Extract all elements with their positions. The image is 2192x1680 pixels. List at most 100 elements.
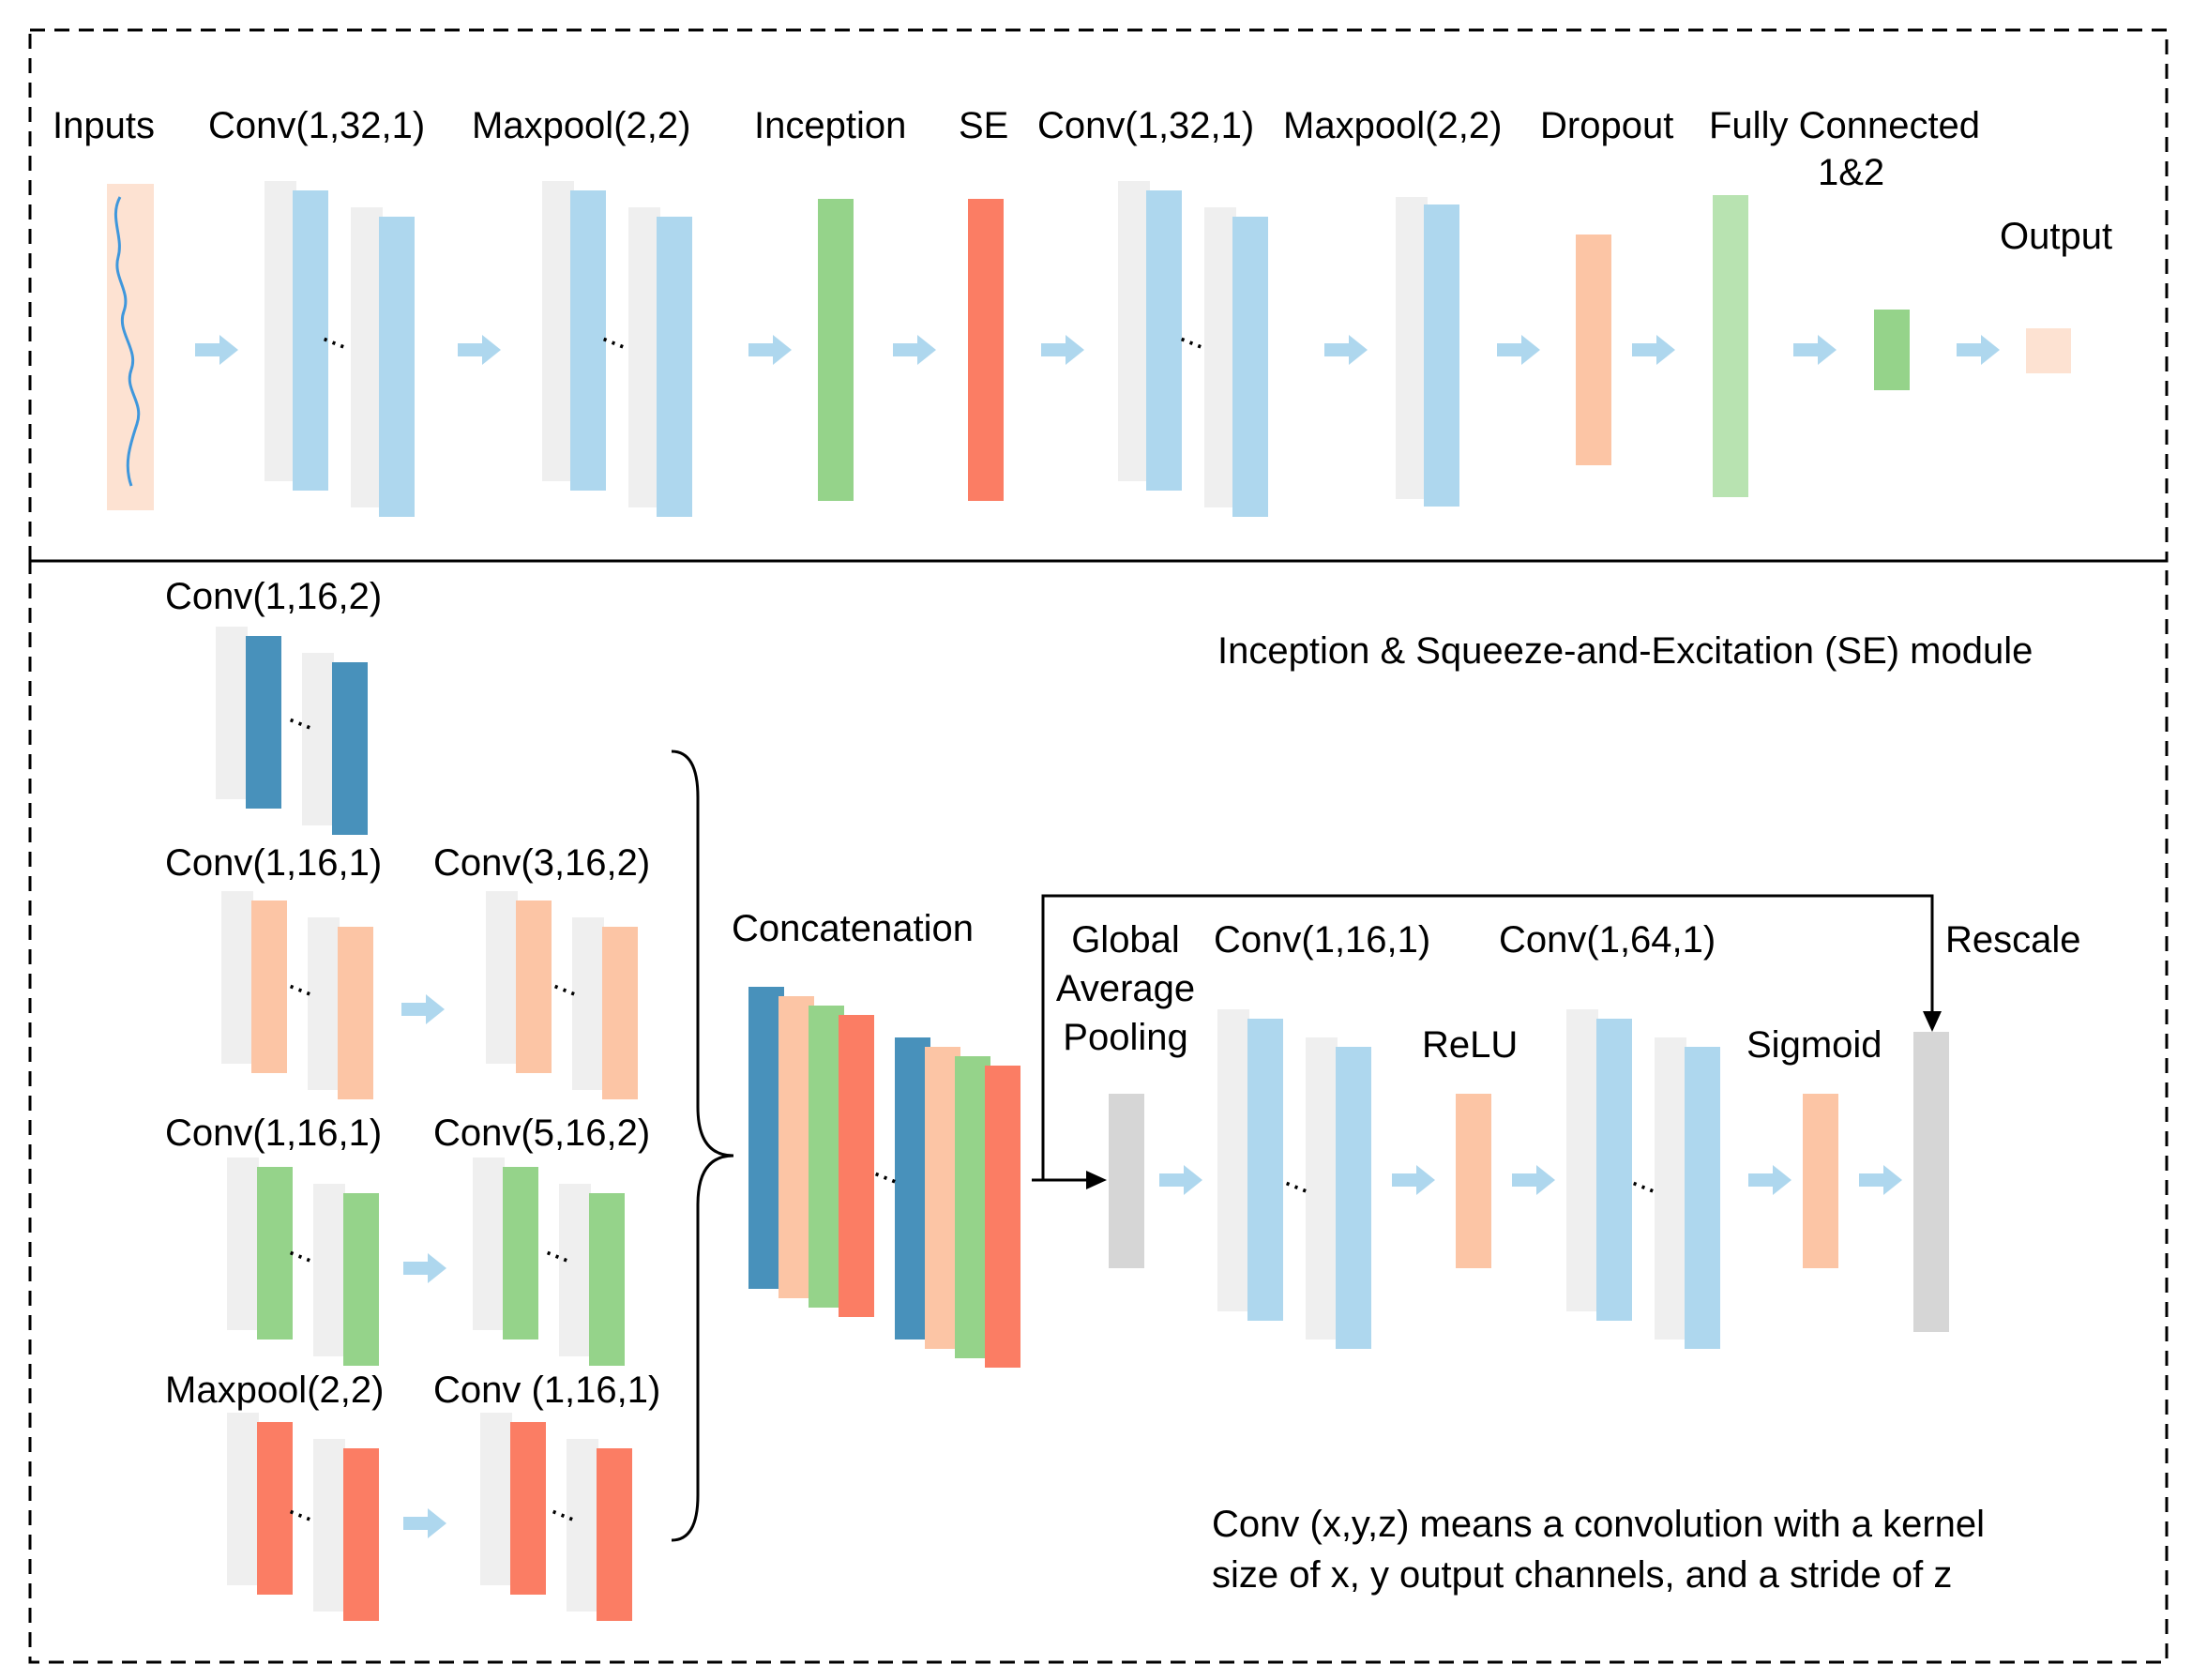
- maxpool1-ghost-2: [628, 207, 660, 507]
- branch2a-block-1: [251, 901, 287, 1073]
- label-inputs: Inputs: [53, 105, 155, 146]
- legend-note-line2: size of x, y output channels, and a stri…: [1212, 1554, 1953, 1596]
- maxpool2-ghost: [1396, 197, 1428, 499]
- se-conv1-block-2: [1336, 1047, 1371, 1349]
- inception-block: [818, 199, 854, 501]
- arrow-top-3: [748, 335, 792, 365]
- branch4b-ghost-1: [480, 1413, 512, 1585]
- branch2b-block-1: [516, 901, 552, 1073]
- label-relu: ReLU: [1422, 1024, 1519, 1066]
- branch4b-ghost-2: [567, 1439, 598, 1612]
- conv1-block-1: [293, 190, 328, 491]
- fc-output-block: [1874, 310, 1910, 390]
- concat-group1-block-4: [839, 1015, 874, 1317]
- arrow-top-7: [1497, 335, 1540, 365]
- conv2-ghost-1: [1118, 181, 1150, 481]
- maxpool1-block-2: [657, 217, 692, 517]
- se-conv2-block-2: [1685, 1047, 1720, 1349]
- branch1-ghost-1: [216, 627, 248, 799]
- rescale-arrowhead: [1923, 1011, 1942, 1032]
- branch1-ghost-2: [302, 653, 334, 825]
- label-maxpool1: Maxpool(2,2): [472, 105, 691, 146]
- concatenation-brace: [671, 749, 734, 1542]
- concat-group1-block-1: [748, 987, 784, 1289]
- blocks-layer: [107, 181, 2071, 1621]
- label-fully-connected: Fully Connected: [1709, 105, 1981, 146]
- label-concatenation: Concatenation: [732, 908, 974, 949]
- concat-to-pooling-arrowhead: [1086, 1171, 1107, 1189]
- connector-layer: [113, 196, 1942, 1542]
- label-output: Output: [2000, 216, 2113, 257]
- conv2-ghost-2: [1204, 207, 1236, 507]
- label-se-conv2: Conv(1,64,1): [1499, 919, 1716, 961]
- arrow-se-3: [1512, 1165, 1555, 1195]
- branch3a-ghost-1: [227, 1158, 259, 1330]
- rescale-block: [1913, 1032, 1949, 1332]
- arrow-top-1: [195, 335, 238, 365]
- label-maxpool2: Maxpool(2,2): [1283, 105, 1503, 146]
- label-conv2: Conv(1,32,1): [1037, 105, 1255, 146]
- branch4a-ghost-2: [313, 1439, 345, 1612]
- branch2a-ghost-2: [308, 917, 340, 1090]
- arrow-branch4: [403, 1508, 446, 1538]
- arrow-top-2: [458, 335, 501, 365]
- arrow-top-6: [1324, 335, 1368, 365]
- concat-group2-block-1: [895, 1037, 930, 1339]
- label-rescale: Rescale: [1945, 919, 2081, 961]
- label-branch2-b: Conv(3,16,2): [433, 842, 651, 884]
- label-branch3-b: Conv(5,16,2): [433, 1112, 651, 1154]
- arrow-se-5: [1859, 1165, 1902, 1195]
- maxpool2-block: [1424, 204, 1459, 507]
- arrow-branch2: [401, 994, 445, 1024]
- concat-group1-block-3: [809, 1006, 844, 1308]
- branch2a-block-2: [338, 927, 373, 1099]
- label-branch3-a: Conv(1,16,1): [165, 1112, 383, 1154]
- label-conv1: Conv(1,32,1): [208, 105, 426, 146]
- arrow-se-4: [1748, 1165, 1791, 1195]
- branch3a-block-2: [343, 1193, 379, 1366]
- conv1-ghost-1: [265, 181, 296, 481]
- label-dropout: Dropout: [1540, 105, 1674, 146]
- se-conv1-block-1: [1247, 1019, 1283, 1321]
- fully-connected-block: [1713, 195, 1748, 497]
- arrow-top-9: [1793, 335, 1837, 365]
- rescale-skip-line: [1041, 894, 1934, 1180]
- label-branch4-b: Conv (1,16,1): [433, 1370, 661, 1411]
- label-fully-connected-sub: 1&2: [1818, 152, 1885, 193]
- arrow-se-1: [1159, 1165, 1202, 1195]
- arrow-se-2: [1392, 1165, 1435, 1195]
- branch1-block-1: [246, 636, 281, 809]
- label-inception: Inception: [754, 105, 907, 146]
- se-conv1-ghost-1: [1217, 1009, 1249, 1311]
- conv2-block-1: [1146, 190, 1182, 491]
- label-se-conv1: Conv(1,16,1): [1214, 919, 1431, 961]
- se-block: [968, 199, 1004, 501]
- se-conv1-ghost-2: [1306, 1037, 1338, 1339]
- branch4b-block-1: [510, 1422, 546, 1595]
- arrow-branch3: [403, 1253, 446, 1283]
- global-avg-pool-block: [1109, 1094, 1144, 1268]
- maxpool1-block-1: [570, 190, 606, 491]
- label-sigmoid: Sigmoid: [1746, 1024, 1882, 1066]
- relu-block: [1456, 1094, 1491, 1268]
- branch4a-block-2: [343, 1448, 379, 1621]
- branch3b-ghost-1: [473, 1158, 505, 1330]
- arrows-layer: [195, 335, 2000, 1538]
- label-branch2-a: Conv(1,16,1): [165, 842, 383, 884]
- se-conv2-ghost-2: [1655, 1037, 1686, 1339]
- output-block: [2026, 328, 2071, 373]
- label-se: SE: [959, 105, 1009, 146]
- dropout-block: [1576, 235, 1611, 465]
- label-gap-2: Average: [1055, 968, 1196, 1009]
- arrow-top-4: [893, 335, 936, 365]
- conv2-block-2: [1232, 217, 1268, 517]
- branch4a-ghost-1: [227, 1413, 259, 1585]
- module-title: Inception & Squeeze-and-Excitation (SE) …: [1217, 630, 2033, 672]
- branch2b-block-2: [602, 927, 638, 1099]
- label-gap-3: Pooling: [1063, 1017, 1188, 1058]
- sigmoid-block: [1803, 1094, 1838, 1268]
- branch4b-block-2: [597, 1448, 632, 1621]
- arrow-top-10: [1957, 335, 2000, 365]
- concat-group2-block-4: [985, 1066, 1020, 1368]
